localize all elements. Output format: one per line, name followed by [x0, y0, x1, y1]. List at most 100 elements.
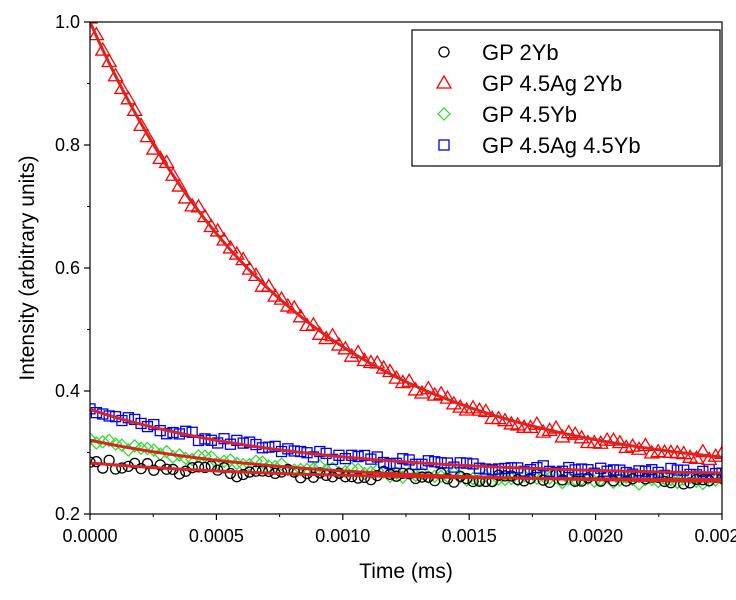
data-point [172, 448, 187, 462]
legend: GP 2Yb GP 4.5Ag 2Yb GP 4.5Yb GP 4.5Ag 4.5Yb [411, 29, 721, 167]
data-point [122, 412, 134, 424]
legend-marker [438, 139, 450, 151]
data-point [94, 41, 111, 56]
data-point [312, 459, 327, 473]
data-point [448, 461, 460, 473]
data-point [535, 423, 552, 438]
data-point [212, 437, 224, 449]
data-point [388, 369, 405, 384]
data-point [129, 413, 141, 426]
data-point [432, 385, 450, 400]
y-axis-title: Intensity (arbitrary units) [16, 155, 39, 380]
y-tick-label: 0.4 [55, 381, 80, 401]
data-point [160, 428, 173, 440]
data-point [314, 467, 326, 479]
data-point [715, 471, 722, 486]
legend-marker [435, 74, 453, 89]
data-point [429, 456, 441, 468]
data-point [384, 457, 396, 470]
data-point [199, 461, 211, 474]
x-tick-label: 0.0025 [694, 526, 736, 546]
data-point [274, 457, 289, 472]
data-point [567, 425, 584, 440]
fit-line [90, 22, 722, 459]
data-point [358, 449, 371, 462]
legend-label: GP 4.5Yb [482, 102, 577, 127]
data-point [159, 444, 174, 459]
fit-line [90, 438, 722, 483]
data-point [164, 166, 182, 181]
x-tick-label: 0.0000 [62, 526, 117, 546]
data-point [223, 453, 238, 467]
data-point [255, 455, 270, 470]
x-tick-label: 0.0005 [189, 526, 244, 546]
data-point [95, 434, 110, 449]
data-point [473, 462, 486, 474]
data-point [90, 22, 99, 24]
axis-tick-labels: 0.0000 0.0005 0.0010 0.0015 0.0020 0.0025 0.2 0… [55, 12, 736, 546]
data-point [480, 463, 492, 475]
x-tick-label: 0.0020 [568, 526, 623, 546]
legend-marker [438, 46, 450, 58]
data-point [231, 434, 243, 447]
data-point [543, 465, 556, 477]
data-point [688, 450, 705, 464]
data-point [114, 438, 129, 453]
data-point [148, 418, 160, 431]
y-tick-label: 0.8 [55, 135, 80, 155]
data-point [554, 428, 571, 443]
x-tick-label: 0.0010 [315, 526, 370, 546]
data-point [363, 465, 378, 480]
data-point [713, 445, 722, 459]
legend-label: GP 2Yb [482, 40, 559, 65]
data-point [492, 463, 505, 475]
data-point [397, 453, 409, 465]
data-point [595, 462, 607, 474]
data-point [611, 434, 628, 449]
data-point [420, 380, 437, 395]
data-point [454, 457, 466, 469]
data-point [346, 449, 358, 461]
legend-box [411, 29, 721, 167]
data-point [116, 462, 128, 474]
data-point [646, 464, 658, 476]
data-point [676, 471, 691, 486]
data-point [132, 117, 150, 132]
data-point [556, 465, 569, 477]
data-point [314, 445, 326, 458]
data-point [632, 477, 646, 491]
data-point [266, 287, 284, 302]
legend-label: GP 4.5Ag 4.5Yb [482, 133, 641, 158]
data-point [505, 470, 517, 482]
data-point [101, 53, 118, 68]
data-point [126, 102, 143, 117]
y-tick-label: 0.6 [55, 258, 80, 278]
data-point [120, 90, 137, 105]
data-point [422, 455, 434, 467]
data-point [102, 433, 117, 448]
fit-line [90, 408, 722, 475]
data-point [701, 451, 718, 466]
data-point [575, 475, 588, 487]
plot-area [90, 22, 722, 491]
data-point [415, 466, 429, 481]
x-axis-title: Time (ms) [359, 560, 453, 583]
data-point [637, 437, 654, 452]
legend-label: GP 4.5Ag 2Yb [482, 71, 622, 96]
data-point [292, 308, 309, 323]
data-point [171, 177, 188, 192]
data-point [518, 465, 530, 477]
data-point [460, 457, 473, 469]
data-point [237, 468, 249, 481]
data-point [90, 432, 97, 446]
data-point [643, 444, 660, 459]
data-point [192, 461, 205, 473]
data-point [224, 467, 237, 480]
data-point [638, 472, 653, 487]
data-point [528, 415, 546, 430]
data-point [389, 466, 404, 481]
data-point [486, 464, 498, 476]
data-point [113, 80, 131, 95]
data-point [358, 471, 371, 484]
data-point [569, 475, 581, 487]
